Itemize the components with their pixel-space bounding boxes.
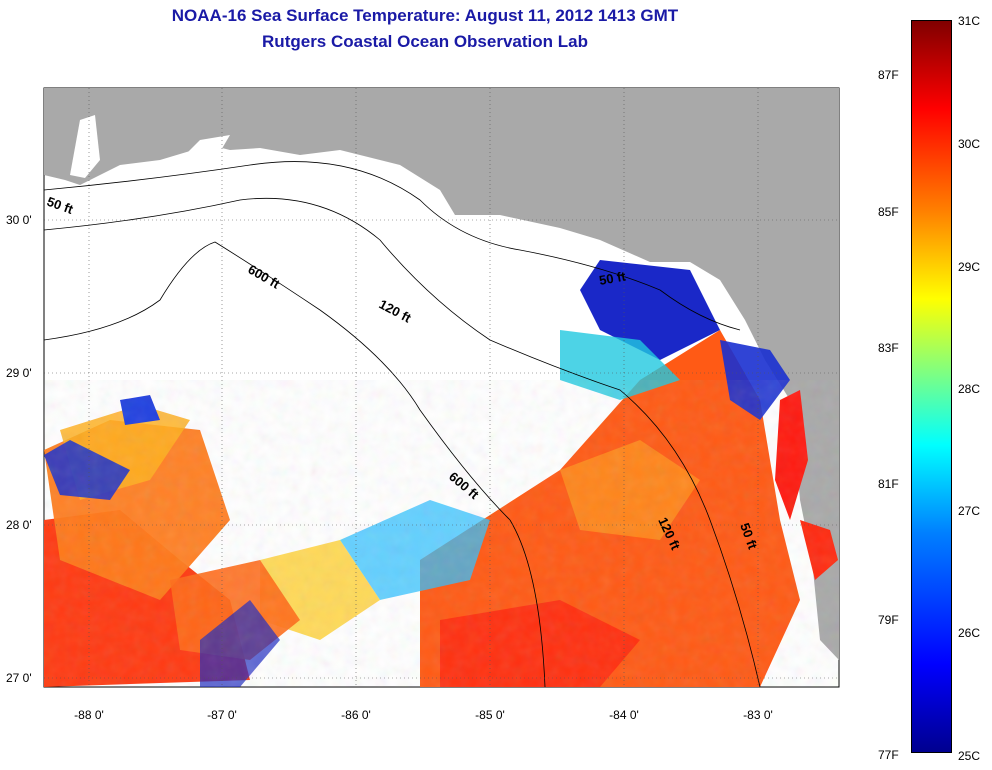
colorbar-c-label: 25C xyxy=(958,749,981,763)
colorbar-c-label: 29C xyxy=(958,260,981,274)
depth-label: 50 ft xyxy=(598,268,628,288)
lon-tick: -86 0' xyxy=(341,708,371,722)
lat-tick: 27 0' xyxy=(6,671,32,685)
colorbar-f-label: 85F xyxy=(878,205,899,219)
map-title: NOAA-16 Sea Surface Temperature: August … xyxy=(171,6,679,25)
colorbar-f-label: 81F xyxy=(878,477,899,491)
contour-50ft xyxy=(44,161,741,331)
colorbar-c-label: 30C xyxy=(958,137,981,151)
colorbar-c-label: 31C xyxy=(958,14,981,28)
colorbar-c-label: 27C xyxy=(958,504,981,518)
colorbar-f-label: 77F xyxy=(878,748,899,762)
lon-tick: -87 0' xyxy=(207,708,237,722)
colorbar-f-label: 87F xyxy=(878,68,899,82)
contour-600ft xyxy=(44,241,546,687)
lon-tick: -83 0' xyxy=(743,708,773,722)
lon-tick: -88 0' xyxy=(74,708,104,722)
temperature-colorbar xyxy=(911,20,952,753)
map-subtitle: Rutgers Coastal Ocean Observation Lab xyxy=(262,32,588,51)
colorbar-c-label: 26C xyxy=(958,626,981,640)
colorbar-f-label: 83F xyxy=(878,341,899,355)
lat-tick: 30 0' xyxy=(6,213,32,227)
colorbar-f-label: 79F xyxy=(878,613,899,627)
land-mass xyxy=(44,88,839,660)
lon-tick: -85 0' xyxy=(475,708,505,722)
lat-tick: 29 0' xyxy=(6,366,32,380)
graticule xyxy=(44,88,839,687)
lat-tick: 28 0' xyxy=(6,518,32,532)
lon-tick: -84 0' xyxy=(609,708,639,722)
contour-120ft xyxy=(44,197,761,687)
colorbar-c-label: 28C xyxy=(958,382,981,396)
